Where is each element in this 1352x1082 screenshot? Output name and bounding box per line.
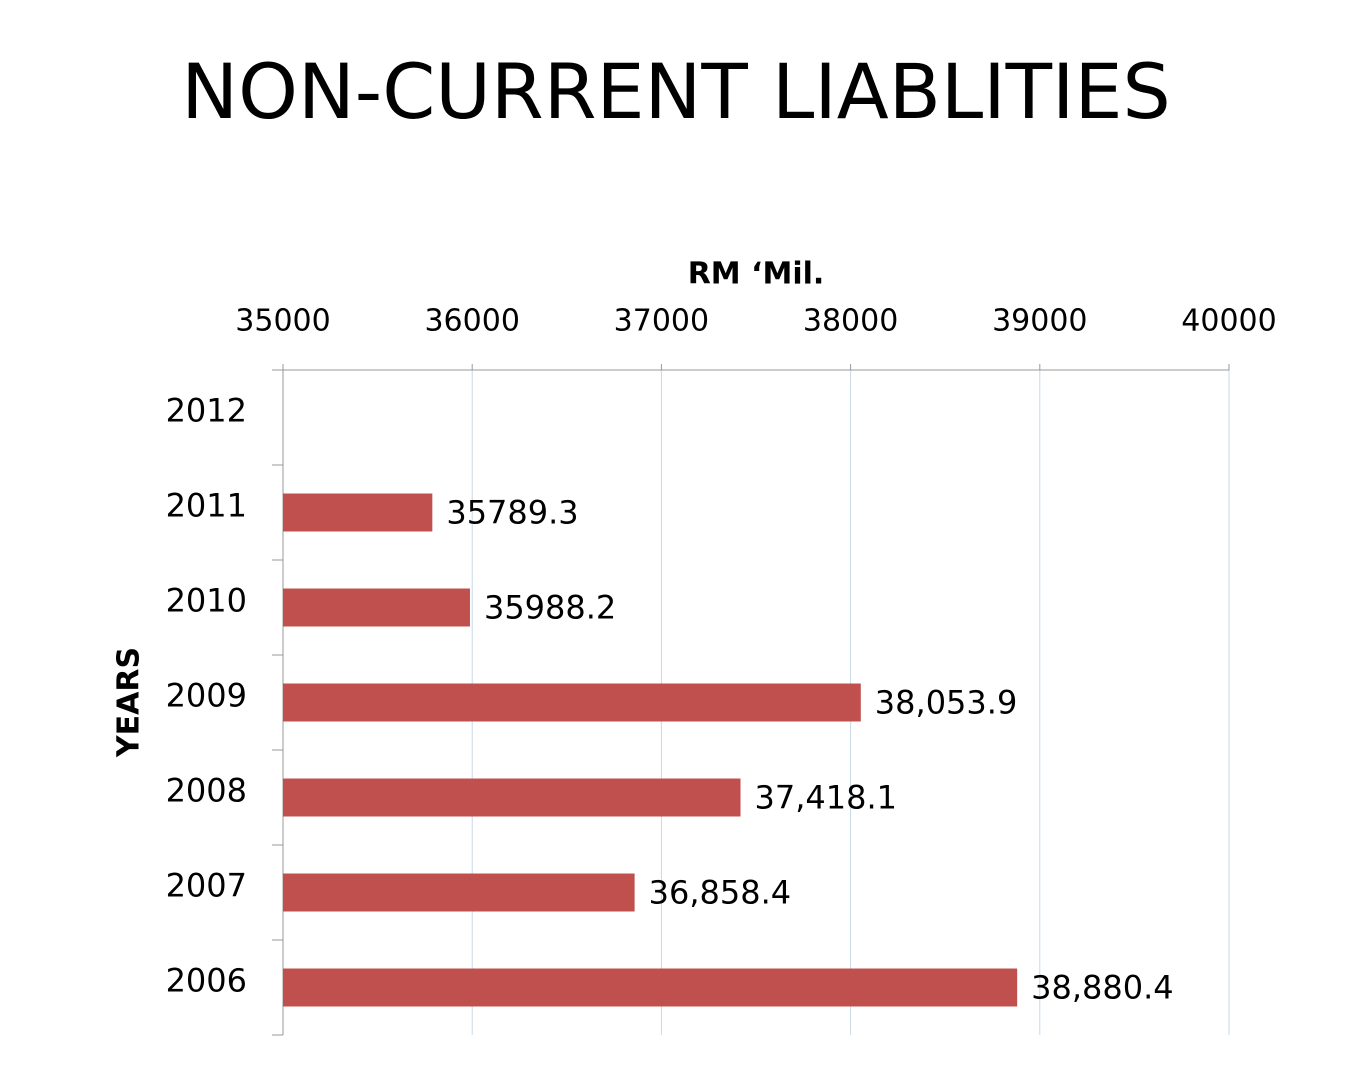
bar (283, 968, 1018, 1007)
value-label: 38,880.4 (1031, 969, 1174, 1007)
x-axis-label: RM ‘Mil. (688, 257, 825, 292)
x-tick-label: 40000 (1181, 304, 1276, 339)
bar (283, 493, 433, 532)
value-label: 35789.3 (446, 494, 578, 532)
bar (283, 778, 741, 817)
y-tick-label: 2006 (166, 962, 247, 1000)
y-tick-label: 2012 (166, 392, 247, 430)
y-tick-label: 2008 (166, 772, 247, 810)
value-label: 35988.2 (484, 589, 616, 627)
x-tick-label: 37000 (614, 304, 709, 339)
y-tick-label: 2011 (166, 487, 247, 525)
value-label: 38,053.9 (875, 684, 1018, 722)
x-tick-label: 36000 (424, 304, 519, 339)
value-label: 37,418.1 (755, 779, 898, 817)
y-tick-label: 2010 (166, 582, 247, 620)
y-axis-label: YEARS (112, 647, 147, 758)
y-tick-label: 2009 (166, 677, 247, 715)
bar (283, 873, 635, 912)
x-tick-label: 38000 (803, 304, 898, 339)
x-tick-label: 35000 (235, 304, 330, 339)
chart-title: NON-CURRENT LIABLITIES (181, 47, 1170, 136)
bar (283, 588, 470, 627)
x-tick-label: 39000 (992, 304, 1087, 339)
value-label: 36,858.4 (649, 874, 792, 912)
y-tick-label: 2007 (166, 867, 247, 905)
bar (283, 683, 861, 722)
